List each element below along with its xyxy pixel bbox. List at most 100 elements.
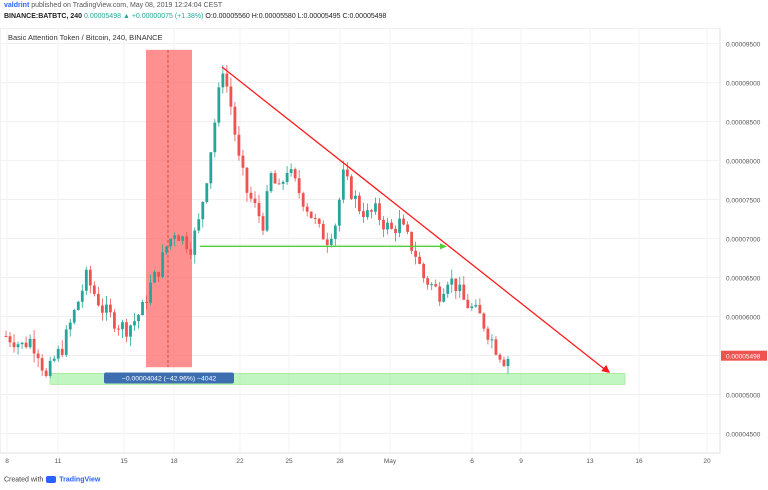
candle-body <box>8 336 12 343</box>
candle-body <box>366 210 369 218</box>
candle-body <box>189 249 193 255</box>
candle-body <box>20 342 24 345</box>
candle-body <box>462 284 466 300</box>
candle-body <box>438 286 442 302</box>
candle-body <box>145 301 148 303</box>
candle-body <box>161 252 165 277</box>
candle-body <box>76 301 80 311</box>
candle-body <box>430 284 434 286</box>
candle-body <box>257 203 261 217</box>
candle-body <box>466 299 470 309</box>
candle-body <box>406 224 409 232</box>
candle-body <box>353 195 357 199</box>
candle-body <box>386 222 389 230</box>
candle-body <box>245 167 249 193</box>
candle-body <box>157 271 161 277</box>
candle-body <box>506 358 510 367</box>
candle-body <box>333 225 337 239</box>
last-price-label: 0.00005498 <box>726 354 761 361</box>
candle-body <box>24 342 28 348</box>
candle-body <box>121 322 124 330</box>
price-change: +0.00000075 (+1.38%) <box>131 13 204 20</box>
candle-body <box>486 328 490 340</box>
measure-label: −0.00004042 (−42.96%) −4042 <box>122 375 217 382</box>
price-chart[interactable]: 0.00009500 0.00009000 0.00008500 0.00008000… <box>0 28 768 474</box>
candle-body <box>474 304 478 307</box>
candle-body <box>173 235 177 239</box>
publish-date: published on TradingView.com, May 08, 20… <box>31 2 223 9</box>
candle-body <box>221 73 225 88</box>
candle-body <box>289 169 293 173</box>
author-link[interactable]: valdrint <box>4 2 30 9</box>
x-tick-label: 22 <box>236 458 244 465</box>
candle-body <box>454 278 458 292</box>
candle-body <box>113 312 116 329</box>
chart-title: Basic Attention Token / Bitcoin, 240, BI… <box>8 33 163 42</box>
candle-body <box>88 269 92 286</box>
x-tick-label: 11 <box>55 458 62 465</box>
candle-body <box>458 284 462 292</box>
candle-body <box>357 195 361 212</box>
symbol-info: BINANCE:BATBTC, 240 0.00005498 ▲ +0.0000… <box>4 13 386 20</box>
x-tick-label: 8 <box>5 458 9 465</box>
candle-body <box>281 181 285 184</box>
candle-body <box>261 216 265 231</box>
candle-body <box>193 230 197 255</box>
x-tick-label: 6 <box>470 458 474 465</box>
footer: Created with TradingView <box>0 474 768 490</box>
candle-body <box>329 238 333 245</box>
y-tick-label: 0.00006500 <box>726 276 761 283</box>
candle-body <box>450 278 454 285</box>
candle-body <box>92 285 96 294</box>
candle-body <box>394 228 397 234</box>
candle-body <box>96 293 100 306</box>
candle-body <box>16 344 20 348</box>
candle-body <box>277 183 281 185</box>
candle-body <box>137 315 140 322</box>
y-tick-label: 0.00008000 <box>726 159 761 166</box>
candle-body <box>4 336 8 338</box>
last-price-tag <box>721 350 767 361</box>
candle-body <box>249 192 253 199</box>
up-arrow-icon: ▲ <box>122 13 130 20</box>
ohlc-close: C:0.00005498 <box>342 13 387 20</box>
candle-body <box>52 358 56 361</box>
candle-body <box>181 236 185 241</box>
x-tick-label: 13 <box>586 458 594 465</box>
candle-body <box>426 278 430 285</box>
candle-body <box>213 122 217 153</box>
x-tick-label: 20 <box>703 458 711 465</box>
x-tick-label: 28 <box>336 458 344 465</box>
candle-body <box>374 203 377 212</box>
candle-body <box>442 293 446 302</box>
tradingview-brand[interactable]: TradingView <box>59 476 101 484</box>
candle-body <box>410 231 414 251</box>
candle-body <box>470 306 474 309</box>
ticker-label: BINANCE:BATBTC, 240 <box>4 13 83 20</box>
plot-area <box>0 28 721 454</box>
candle-body <box>153 271 156 283</box>
candle-body <box>177 235 181 241</box>
candle-body <box>48 360 52 376</box>
candle-body <box>233 106 237 135</box>
candle-body <box>100 305 104 313</box>
x-tick-label: May <box>384 458 397 465</box>
candle-body <box>345 169 349 177</box>
ohlc-high: H:0.00005580 <box>251 13 296 20</box>
candle-body <box>201 201 205 220</box>
candle-body <box>297 178 301 194</box>
candle-body <box>68 322 72 330</box>
y-tick-label: 0.00009500 <box>726 42 761 49</box>
candle-body <box>378 203 381 220</box>
candle-body <box>349 176 353 199</box>
candle-body <box>241 155 245 168</box>
candle-body <box>165 246 169 253</box>
x-tick-label: 15 <box>120 458 128 465</box>
candle-body <box>414 250 418 257</box>
y-tick-label: 0.00007000 <box>726 237 761 244</box>
candle-body <box>370 210 373 212</box>
level-arrow-icon <box>440 243 447 250</box>
candle-body <box>64 329 68 355</box>
candle-body <box>317 218 321 224</box>
candle-body <box>478 304 482 314</box>
